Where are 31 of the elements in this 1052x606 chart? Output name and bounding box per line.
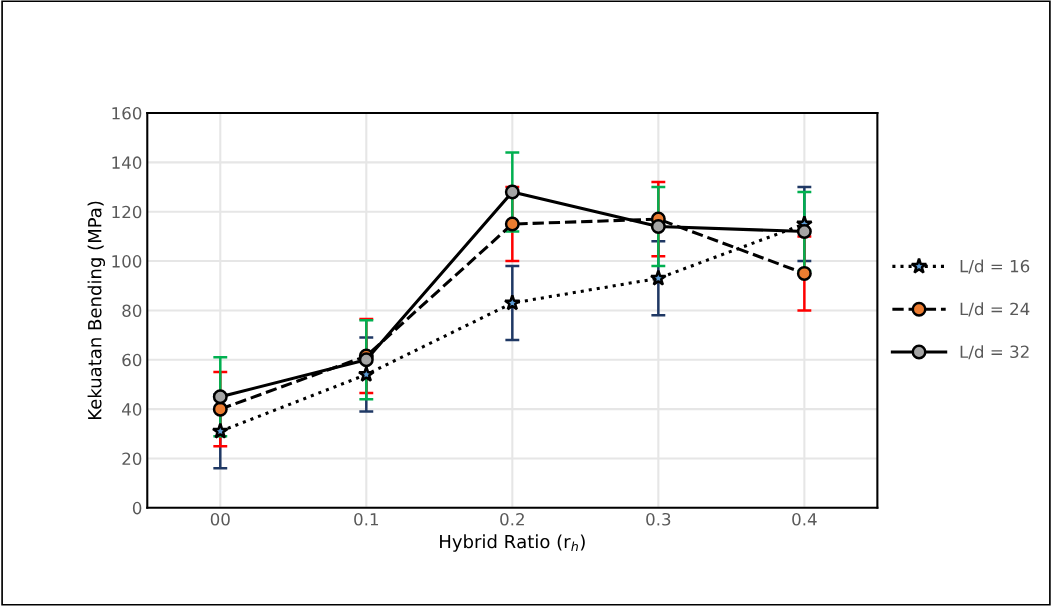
point	[503, 294, 521, 311]
legend-label: L/d = 24	[960, 302, 1030, 317]
point	[504, 216, 520, 232]
y-tick-label: 80	[122, 304, 142, 317]
point	[650, 219, 666, 235]
y-tick-label: 160	[112, 106, 142, 120]
point	[211, 422, 229, 439]
y-tick-label: 60	[122, 353, 142, 367]
x-tick-label: 0.2	[500, 512, 524, 526]
y-tick-label: 120	[112, 205, 142, 219]
point	[504, 184, 520, 200]
legend-label: L/d = 32	[960, 345, 1029, 360]
x-tick-label: 0.1	[354, 512, 379, 526]
y-tick-label: 140	[112, 156, 142, 169]
x-axis-title: Hybrid Ratio (r$_{h}$)	[440, 534, 585, 552]
point	[649, 269, 667, 286]
x-tick-label: 0.4	[792, 512, 817, 526]
y-tick-label: 20	[122, 452, 142, 466]
point	[212, 401, 228, 417]
x-tick-label: 0.3	[646, 512, 671, 526]
y-tick-label: 40	[122, 403, 142, 416]
point	[212, 389, 228, 405]
point	[796, 265, 812, 281]
y-axis-title: Kekuatan Bending (MPa)	[87, 201, 106, 419]
legend-label: L/d = 16	[960, 259, 1030, 274]
x-tick-label: 00	[210, 512, 230, 526]
point	[357, 365, 375, 383]
point	[358, 352, 374, 368]
point	[796, 223, 812, 239]
y-tick-label: 0	[132, 501, 142, 515]
y-tick-label: 100	[112, 255, 142, 268]
